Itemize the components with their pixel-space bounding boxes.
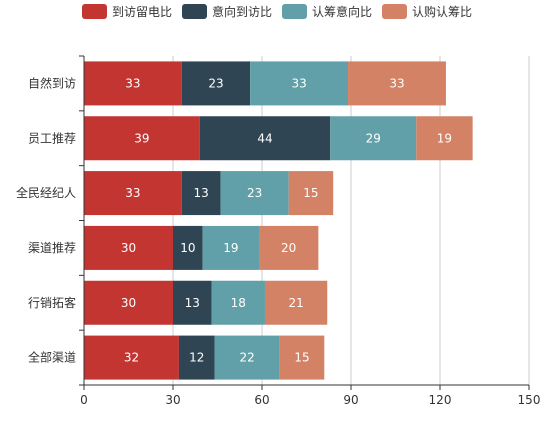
data-label: 13 — [185, 296, 200, 310]
legend-label: 认筹意向比 — [312, 4, 372, 19]
category-label: 全民经纪人 — [16, 185, 76, 200]
legend-swatch — [282, 4, 307, 19]
data-label: 15 — [294, 351, 309, 365]
legend-swatch — [382, 4, 407, 19]
x-tick-label: 60 — [254, 393, 269, 407]
data-label: 23 — [208, 76, 223, 90]
data-label: 32 — [124, 351, 139, 365]
bar-segment[interactable] — [220, 171, 289, 216]
bar-segment[interactable] — [84, 61, 182, 106]
legend-swatch — [182, 4, 207, 19]
category-label: 自然到访 — [28, 75, 76, 90]
data-label: 15 — [303, 186, 318, 200]
bar-segment[interactable] — [199, 116, 331, 161]
legend-swatch — [82, 4, 107, 19]
legend-item[interactable]: 到访留电比 — [82, 4, 172, 19]
legend-item[interactable]: 认筹意向比 — [282, 4, 372, 19]
bar-segment[interactable] — [202, 225, 260, 270]
category-label: 渠道推荐 — [28, 241, 76, 255]
bar-segment[interactable] — [173, 225, 203, 270]
x-tick-label: 0 — [80, 393, 88, 407]
bar-segment[interactable] — [264, 280, 328, 325]
data-label: 12 — [189, 351, 204, 365]
legend-label: 意向到访比 — [212, 4, 272, 19]
x-tick-label: 150 — [518, 393, 541, 407]
bar-segment[interactable] — [84, 335, 179, 380]
y-axis: 全部渠道 行销拓客 渠道推荐 全民经纪人 员工推荐 自然到访 — [16, 55, 85, 386]
x-axis: 0 30 60 90 120 150 — [80, 384, 541, 407]
data-label: 10 — [180, 241, 195, 255]
bar-segment[interactable] — [84, 171, 182, 216]
bar-segment[interactable] — [279, 335, 325, 380]
legend-item[interactable]: 意向到访比 — [182, 4, 272, 19]
bar-segment[interactable] — [288, 171, 334, 216]
bar-segment[interactable] — [348, 61, 446, 106]
bar-segment[interactable] — [330, 116, 417, 161]
legend[interactable]: 到访留电比 意向到访比 认筹意向比 认购认筹比 — [82, 4, 472, 19]
bar-segment[interactable] — [259, 225, 319, 270]
category-label: 行销拓客 — [28, 295, 76, 310]
data-label: 23 — [247, 186, 262, 200]
data-label: 18 — [231, 296, 246, 310]
data-label: 19 — [223, 241, 238, 255]
x-tick-label: 30 — [165, 393, 180, 407]
bar-segment[interactable] — [211, 280, 265, 325]
data-label: 20 — [281, 241, 296, 255]
data-label: 21 — [288, 296, 303, 310]
bar-segment[interactable] — [84, 116, 200, 161]
data-label: 13 — [194, 186, 209, 200]
category-label: 全部渠道 — [28, 350, 76, 365]
x-tick-label: 120 — [429, 393, 452, 407]
data-label: 33 — [125, 186, 140, 200]
data-label: 30 — [121, 241, 136, 255]
bar-segment[interactable] — [416, 116, 473, 161]
bar-segment[interactable] — [173, 280, 212, 325]
data-label: 33 — [389, 76, 404, 90]
bar-segment[interactable] — [178, 335, 215, 380]
data-label: 30 — [121, 296, 136, 310]
data-label: 33 — [291, 76, 306, 90]
bar-segment[interactable] — [214, 335, 280, 380]
bars: 32 12 22 15 30 13 18 21 30 10 19 20 33 13 23 15 39 44 29 19… — [84, 61, 473, 380]
bar-segment[interactable] — [84, 225, 173, 270]
bar-segment[interactable] — [181, 171, 221, 216]
data-label: 29 — [366, 131, 381, 145]
legend-label: 到访留电比 — [112, 5, 172, 19]
category-label: 员工推荐 — [28, 131, 76, 145]
data-label: 22 — [240, 351, 255, 365]
legend-label: 认购认筹比 — [412, 4, 472, 19]
gridlines — [172, 56, 530, 385]
bar-segment[interactable] — [84, 280, 173, 325]
data-label: 19 — [437, 131, 452, 145]
data-label: 39 — [134, 131, 149, 145]
bar-segment[interactable] — [181, 61, 251, 106]
bar-segment[interactable] — [250, 61, 349, 106]
data-label: 44 — [257, 131, 272, 145]
legend-item[interactable]: 认购认筹比 — [382, 4, 472, 19]
data-label: 33 — [125, 76, 140, 90]
x-tick-label: 90 — [343, 393, 358, 407]
